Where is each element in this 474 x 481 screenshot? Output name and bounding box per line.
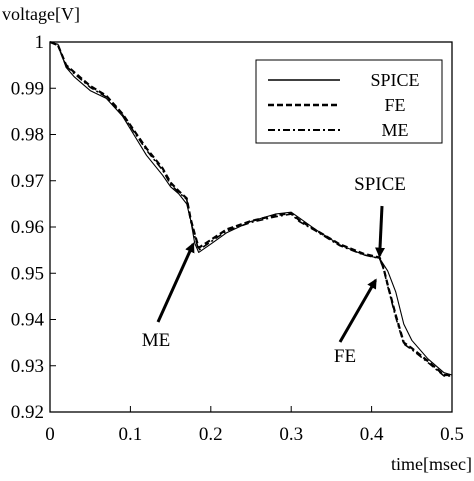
series-line-me xyxy=(49,41,452,377)
x-axis-ticks: 0 0.1 0.2 0.3 0.4 0.5 xyxy=(45,406,464,445)
legend-label-spice: SPICE xyxy=(370,70,419,90)
annotation-label-spice: SPICE xyxy=(354,174,406,195)
y-tick-label: 0.99 xyxy=(11,78,44,99)
y-tick-label: 0.97 xyxy=(11,171,44,192)
series-line-spice xyxy=(49,41,453,376)
annotation-label-fe: FE xyxy=(334,346,356,367)
series-layer xyxy=(49,40,453,377)
legend-label-fe: FE xyxy=(384,95,405,115)
annotation-arrow-spice xyxy=(375,205,386,258)
x-tick-label: 0.5 xyxy=(440,424,464,445)
y-tick-label: 0.93 xyxy=(11,356,44,377)
y-tick-label: 1 xyxy=(35,32,45,53)
annotation-arrow-me xyxy=(156,242,195,323)
x-axis-label: time[msec] xyxy=(391,454,472,474)
y-tick-label: 0.94 xyxy=(11,310,45,331)
y-tick-label: 0.95 xyxy=(11,263,44,284)
x-tick-label: 0 xyxy=(45,424,55,445)
legend-label-me: ME xyxy=(382,120,409,140)
annotation-label-me: ME xyxy=(142,330,171,351)
y-tick-label: 0.98 xyxy=(11,125,44,146)
y-axis-ticks: 0.92 0.93 0.94 0.95 0.96 0.97 0.98 0.99 1 xyxy=(11,32,56,423)
x-tick-label: 0.3 xyxy=(279,424,303,445)
annotation-arrow-fe xyxy=(338,278,377,343)
y-tick-label: 0.92 xyxy=(11,402,44,423)
x-tick-label: 0.1 xyxy=(119,424,143,445)
x-tick-label: 0.2 xyxy=(199,424,223,445)
y-tick-label: 0.96 xyxy=(11,217,44,238)
y-axis-label: voltage[V] xyxy=(2,4,80,24)
legend: SPICE FE ME xyxy=(255,59,443,144)
x-tick-label: 0.4 xyxy=(360,424,384,445)
annotations: ME FE SPICE xyxy=(142,174,406,367)
